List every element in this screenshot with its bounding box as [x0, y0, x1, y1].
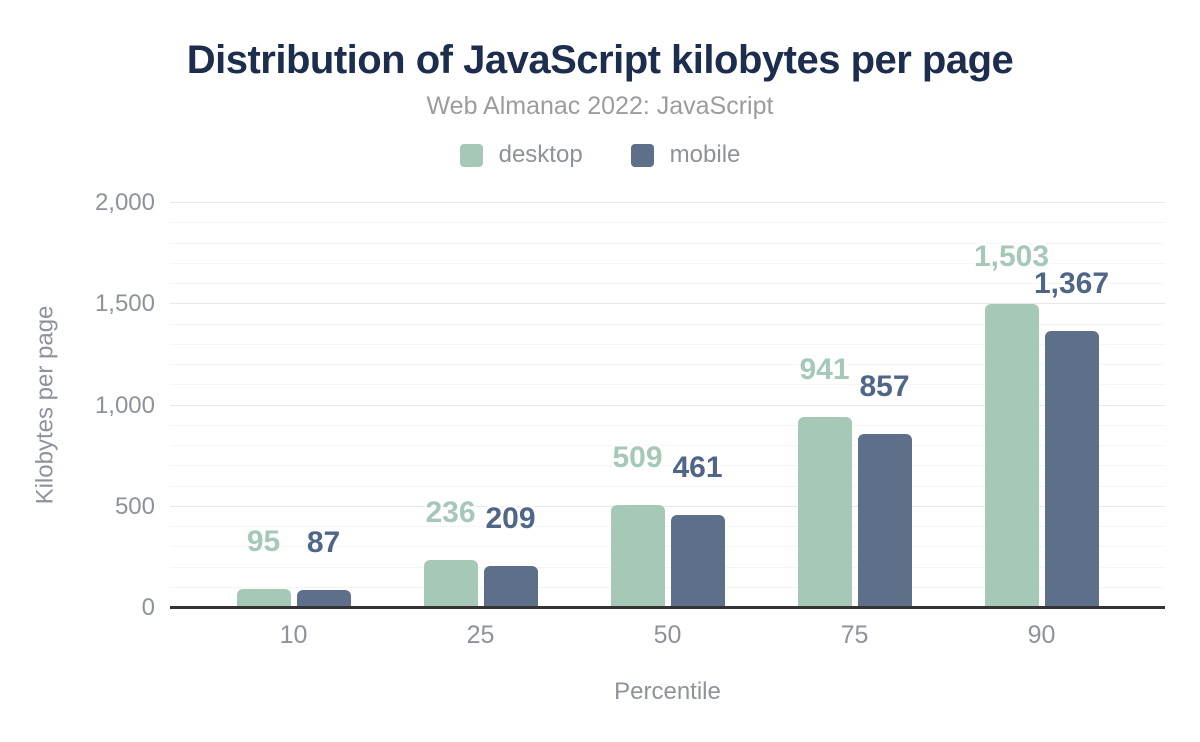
legend-label-desktop: desktop	[498, 141, 583, 168]
bar-mobile-p50[interactable]	[670, 514, 725, 608]
bar-value-label-mobile-p10: 87	[306, 526, 341, 560]
y-tick-label: 500	[114, 492, 155, 520]
legend: desktop mobile	[0, 140, 1200, 170]
bar-desktop-p10[interactable]	[236, 588, 291, 608]
minor-gridline	[170, 445, 1165, 446]
x-tick-label-p10: 10	[279, 621, 308, 649]
minor-gridline	[170, 242, 1165, 244]
bar-mobile-p10[interactable]	[296, 590, 351, 608]
mobile-legend-swatch	[630, 143, 654, 167]
y-tick-label: 2,000	[94, 189, 155, 216]
plot-area: 95 236 509 941 1,503 87 209 461 857 1,367	[170, 202, 1165, 609]
minor-gridline	[170, 465, 1165, 467]
chart-title: Distribution of JavaScript kilobytes per…	[186, 38, 1014, 82]
bar-mobile-p90[interactable]	[1044, 331, 1099, 608]
minor-gridline	[170, 526, 1165, 527]
bar-mobile-p75[interactable]	[857, 434, 912, 608]
x-tick-label-p50: 50	[653, 621, 682, 649]
major-gridline	[170, 505, 1165, 507]
y-tick-label: 1,500	[94, 290, 155, 318]
bar-desktop-p75[interactable]	[797, 417, 852, 608]
minor-gridline	[170, 546, 1165, 548]
minor-gridline	[170, 424, 1165, 426]
minor-gridline	[170, 222, 1165, 224]
legend-item-desktop[interactable]: desktop	[459, 141, 583, 169]
major-gridline	[170, 404, 1165, 406]
bar-value-label-desktop-p75: 941	[799, 353, 850, 387]
minor-gridline	[170, 343, 1165, 345]
bar-value-label-desktop-p25: 236	[425, 496, 476, 530]
bar-value-label-desktop-p10: 95	[246, 524, 281, 558]
minor-gridline	[170, 262, 1165, 264]
minor-gridline	[170, 586, 1165, 588]
minor-gridline	[170, 485, 1165, 487]
legend-label-mobile: mobile	[669, 141, 741, 168]
x-axis-title: Percentile	[614, 678, 721, 705]
minor-gridline	[170, 323, 1165, 325]
x-axis-line	[170, 606, 1165, 609]
bar-mobile-p25[interactable]	[483, 565, 538, 608]
bar-value-label-desktop-p90: 1,503	[973, 239, 1050, 273]
minor-gridline	[170, 566, 1165, 568]
bar-desktop-p90[interactable]	[984, 303, 1039, 608]
bar-value-label-mobile-p90: 1,367	[1033, 267, 1110, 301]
bar-value-label-mobile-p25: 209	[485, 501, 536, 535]
x-tick-label-p25: 25	[466, 621, 495, 649]
bar-value-label-desktop-p50: 509	[612, 440, 663, 474]
y-tick-label: 0	[141, 594, 155, 621]
major-gridline	[170, 202, 1165, 203]
bar-value-label-mobile-p75: 857	[859, 370, 910, 404]
legend-item-mobile[interactable]: mobile	[630, 141, 741, 169]
x-tick-label-p75: 75	[840, 621, 869, 649]
bar-desktop-p25[interactable]	[423, 560, 478, 608]
major-gridline	[170, 303, 1165, 305]
x-tick-label-p90: 90	[1027, 621, 1056, 649]
y-axis-title: Kilobytes per page	[31, 305, 59, 505]
bar-value-label-mobile-p50: 461	[672, 450, 723, 484]
minor-gridline	[170, 283, 1165, 284]
bar-desktop-p50[interactable]	[610, 504, 665, 608]
minor-gridline	[170, 384, 1165, 386]
desktop-legend-swatch	[459, 143, 483, 167]
y-tick-label: 1,000	[94, 391, 155, 419]
chart-subtitle: Web Almanac 2022: JavaScript	[426, 92, 774, 120]
minor-gridline	[170, 364, 1165, 365]
